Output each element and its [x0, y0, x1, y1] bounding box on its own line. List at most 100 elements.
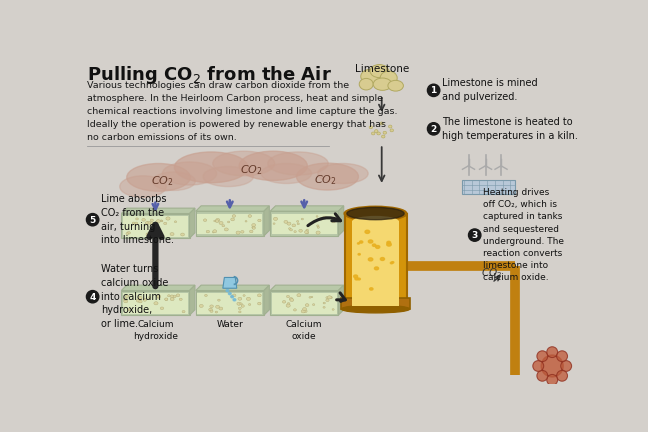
Ellipse shape	[248, 304, 251, 305]
Ellipse shape	[213, 151, 275, 176]
Ellipse shape	[318, 163, 368, 184]
Ellipse shape	[249, 230, 253, 233]
Polygon shape	[121, 208, 195, 213]
FancyBboxPatch shape	[272, 213, 337, 234]
Ellipse shape	[231, 218, 235, 221]
Ellipse shape	[150, 222, 153, 224]
Circle shape	[561, 361, 572, 372]
Ellipse shape	[345, 206, 406, 220]
Polygon shape	[264, 206, 270, 236]
Ellipse shape	[120, 176, 167, 197]
Ellipse shape	[153, 172, 195, 191]
Text: Limestone: Limestone	[354, 64, 409, 74]
Ellipse shape	[358, 243, 360, 244]
Text: Water: Water	[216, 320, 243, 329]
FancyBboxPatch shape	[341, 298, 410, 309]
Ellipse shape	[232, 215, 236, 217]
Ellipse shape	[160, 307, 164, 310]
Circle shape	[557, 351, 568, 362]
Circle shape	[428, 84, 440, 96]
Text: Calcium
oxide: Calcium oxide	[286, 320, 323, 340]
Ellipse shape	[377, 132, 380, 135]
Text: 4: 4	[89, 292, 96, 302]
Ellipse shape	[303, 308, 307, 311]
Circle shape	[547, 375, 558, 385]
Text: Various technologies can draw carbon dioxide from the
atmosphere. In the Heirloo: Various technologies can draw carbon dio…	[87, 81, 398, 142]
FancyBboxPatch shape	[270, 291, 338, 315]
Ellipse shape	[174, 221, 177, 222]
Ellipse shape	[369, 126, 373, 129]
Ellipse shape	[332, 220, 335, 223]
Circle shape	[86, 291, 99, 303]
Ellipse shape	[182, 311, 185, 313]
Ellipse shape	[236, 231, 240, 234]
Ellipse shape	[368, 258, 373, 261]
Polygon shape	[189, 208, 195, 238]
Ellipse shape	[215, 311, 218, 313]
Ellipse shape	[219, 307, 223, 310]
Ellipse shape	[123, 298, 127, 301]
Ellipse shape	[390, 129, 393, 132]
FancyBboxPatch shape	[123, 293, 188, 314]
Ellipse shape	[373, 244, 376, 246]
FancyBboxPatch shape	[196, 211, 264, 236]
Ellipse shape	[170, 298, 174, 301]
Ellipse shape	[303, 310, 307, 313]
Ellipse shape	[252, 223, 255, 226]
Ellipse shape	[240, 231, 244, 233]
Ellipse shape	[170, 232, 174, 235]
Ellipse shape	[163, 162, 216, 185]
Text: Water turns
calcium oxide
into calcium
hydroxide,
or lime.: Water turns calcium oxide into calcium h…	[101, 264, 168, 329]
Ellipse shape	[380, 71, 397, 85]
Ellipse shape	[392, 262, 394, 263]
Ellipse shape	[231, 295, 233, 298]
Ellipse shape	[174, 152, 248, 183]
Ellipse shape	[284, 220, 288, 223]
Ellipse shape	[237, 302, 241, 305]
Ellipse shape	[245, 220, 247, 222]
Ellipse shape	[316, 216, 318, 217]
FancyBboxPatch shape	[272, 293, 337, 314]
Ellipse shape	[246, 297, 251, 300]
Ellipse shape	[317, 225, 319, 227]
Ellipse shape	[283, 301, 286, 303]
Polygon shape	[270, 206, 343, 211]
Ellipse shape	[353, 216, 399, 227]
Ellipse shape	[132, 222, 135, 224]
FancyBboxPatch shape	[197, 213, 262, 234]
Ellipse shape	[166, 217, 170, 220]
Text: CO$_2$: CO$_2$	[151, 174, 174, 188]
Ellipse shape	[126, 295, 129, 298]
Ellipse shape	[355, 277, 358, 280]
Ellipse shape	[390, 262, 393, 264]
Text: CO$_2$: CO$_2$	[314, 174, 336, 187]
Text: Pulling CO$_2$ from the Air: Pulling CO$_2$ from the Air	[87, 64, 332, 86]
Polygon shape	[338, 285, 343, 315]
Text: Heating drives
off CO₂, which is
captured in tanks
and sequestered
underground. : Heating drives off CO₂, which is capture…	[483, 188, 564, 282]
Ellipse shape	[143, 299, 146, 301]
Circle shape	[537, 370, 548, 381]
Ellipse shape	[323, 306, 325, 308]
Ellipse shape	[305, 231, 308, 234]
Ellipse shape	[226, 289, 229, 292]
Ellipse shape	[317, 226, 319, 228]
Ellipse shape	[145, 222, 148, 224]
Ellipse shape	[383, 131, 387, 134]
Ellipse shape	[290, 299, 294, 302]
Ellipse shape	[376, 245, 380, 248]
Ellipse shape	[222, 225, 225, 227]
Ellipse shape	[368, 240, 373, 243]
Ellipse shape	[152, 231, 154, 232]
Ellipse shape	[146, 233, 150, 236]
Ellipse shape	[239, 151, 307, 181]
Polygon shape	[196, 285, 270, 291]
Ellipse shape	[218, 299, 220, 301]
Ellipse shape	[165, 299, 168, 301]
Ellipse shape	[148, 297, 151, 299]
Polygon shape	[270, 285, 343, 291]
Ellipse shape	[382, 135, 385, 138]
Ellipse shape	[329, 296, 332, 299]
Ellipse shape	[358, 254, 360, 255]
Ellipse shape	[214, 220, 216, 222]
Ellipse shape	[181, 233, 185, 236]
